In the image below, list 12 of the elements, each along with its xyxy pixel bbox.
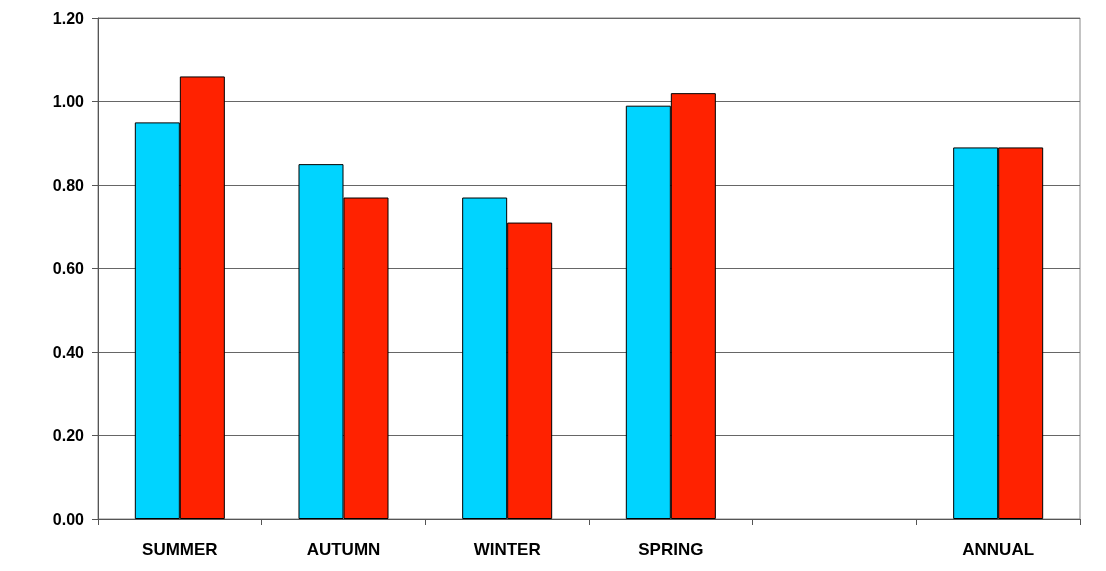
x-tick-label: SPRING [638,540,704,559]
y-tick-label: 0.60 [52,260,85,277]
y-tick-label: 0.20 [52,427,85,444]
x-tick-label: AUTUMN [306,540,381,559]
y-tick-label: 1.20 [52,9,85,27]
x-tick-label: ANNUAL [962,540,1035,559]
x-tick-label: SUMMER [142,540,218,559]
x-tick-label: WINTER [473,540,541,559]
y-tick-label: 0.40 [52,343,85,361]
y-tick-label: 1.00 [52,93,85,110]
y-tick-label: 0.00 [52,510,85,528]
y-tick-label: 0.80 [52,176,85,194]
